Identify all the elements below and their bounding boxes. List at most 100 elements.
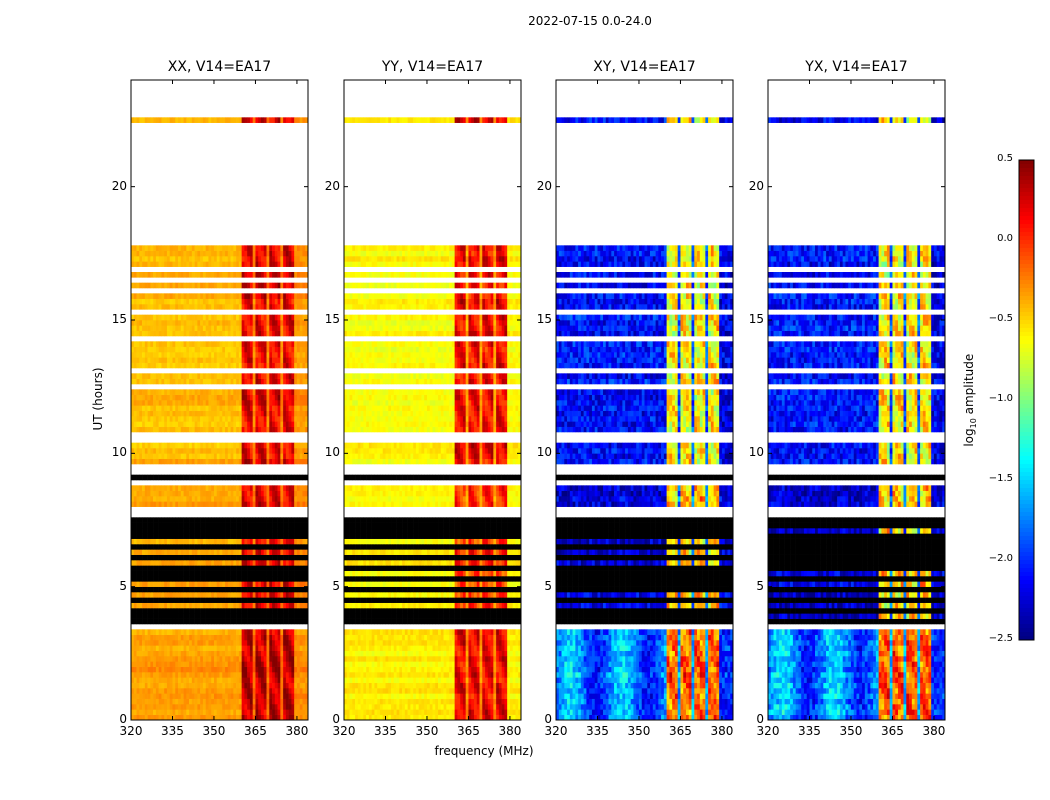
heatmap-cell (131, 448, 135, 454)
heatmap-cell (222, 256, 226, 262)
heatmap-cell (244, 485, 248, 491)
heatmap-cell (374, 704, 378, 710)
heatmap-cell (136, 656, 140, 662)
heatmap-cell (230, 442, 234, 449)
heatmap-cell (142, 426, 146, 433)
heatmap-cell (175, 672, 179, 678)
heatmap-cell (247, 688, 251, 694)
heatmap-cell (200, 453, 204, 459)
heatmap-cell (296, 672, 301, 678)
heatmap-cell (255, 672, 259, 678)
heatmap-cell (269, 330, 273, 337)
heatmap-cell (302, 117, 306, 123)
heatmap-cell (169, 656, 173, 662)
heatmap-cell (180, 416, 184, 422)
heatmap-cell (230, 613, 234, 619)
heatmap-cell (197, 688, 201, 694)
heatmap-cell (249, 570, 253, 577)
heatmap-cell (191, 688, 195, 694)
heatmap-cell (164, 608, 168, 614)
heatmap-cell (202, 346, 206, 353)
heatmap-cell (142, 677, 146, 683)
heatmap-cell (269, 538, 273, 545)
heatmap-cell (202, 640, 206, 646)
heatmap-cell (236, 261, 240, 267)
heatmap-cell (299, 474, 303, 481)
heatmap-cell (213, 613, 218, 619)
heatmap-cell (285, 544, 289, 550)
heatmap-cell (272, 682, 276, 689)
heatmap-cell (269, 314, 273, 321)
x-axis-label: frequency (MHz) (434, 744, 534, 758)
heatmap-cell (144, 704, 148, 710)
heatmap-cell (147, 474, 151, 481)
heatmap-cell (153, 245, 157, 251)
heatmap-cell (197, 304, 201, 310)
heatmap-cell (269, 416, 273, 422)
heatmap-cell (371, 704, 375, 710)
heatmap-cell (142, 314, 146, 321)
heatmap-cell (227, 304, 231, 310)
heatmap-cell (274, 597, 278, 603)
heatmap-cell (230, 656, 234, 662)
heatmap-cell (164, 549, 168, 555)
heatmap-cell (200, 549, 204, 555)
heatmap-cell (247, 549, 251, 555)
heatmap-cell (197, 656, 201, 662)
heatmap-cell (227, 416, 231, 422)
heatmap-cell (216, 416, 220, 422)
heatmap-cell (435, 714, 439, 721)
heatmap-cell (274, 613, 278, 619)
heatmap-cell (189, 528, 193, 534)
heatmap-cell (302, 474, 306, 481)
heatmap-cell (153, 586, 157, 593)
heatmap-cell (299, 261, 303, 267)
heatmap-cell (216, 661, 220, 667)
heatmap-cell (236, 304, 240, 310)
heatmap-cell (211, 352, 215, 358)
heatmap-cell (213, 400, 218, 406)
heatmap-cell (142, 357, 146, 363)
heatmap-cell (294, 272, 298, 278)
heatmap-cell (296, 698, 301, 705)
heatmap-cell (274, 352, 278, 358)
heatmap-cell (277, 442, 281, 449)
heatmap-cell (158, 634, 162, 641)
heatmap-cell (194, 645, 198, 651)
heatmap-cell (213, 704, 218, 710)
heatmap-cell (205, 250, 209, 257)
heatmap-cell (501, 709, 505, 715)
heatmap-cell (222, 517, 226, 523)
heatmap-cell (161, 602, 165, 609)
heatmap-cell (155, 501, 159, 507)
heatmap-cell (166, 704, 171, 710)
heatmap-cell (216, 458, 220, 465)
heatmap-cell (189, 256, 193, 262)
heatmap-cell (252, 373, 256, 379)
heatmap-cell (266, 661, 270, 667)
heatmap-cell (158, 416, 162, 422)
heatmap-cell (205, 256, 209, 262)
heatmap-cell (269, 645, 273, 651)
heatmap-cell (166, 672, 171, 678)
heatmap-cell (164, 714, 168, 721)
heatmap-cell (144, 394, 148, 401)
heatmap-cell (189, 592, 193, 598)
heatmap-cell (155, 330, 159, 337)
heatmap-cell (219, 389, 223, 395)
heatmap-cell (371, 714, 375, 721)
heatmap-cell (202, 693, 206, 699)
heatmap-cell (283, 581, 287, 587)
heatmap-cell (189, 602, 193, 609)
heatmap-cell (200, 293, 204, 299)
heatmap-cell (191, 517, 195, 523)
heatmap-cell (175, 346, 179, 353)
heatmap-cell (280, 117, 284, 123)
heatmap-cell (175, 320, 179, 326)
heatmap-cell (291, 608, 295, 614)
heatmap-cell (296, 650, 301, 657)
heatmap-cell (183, 389, 187, 395)
x-tick-label: 320 (119, 724, 143, 738)
heatmap-cell (200, 565, 204, 571)
heatmap-cell (158, 677, 162, 683)
